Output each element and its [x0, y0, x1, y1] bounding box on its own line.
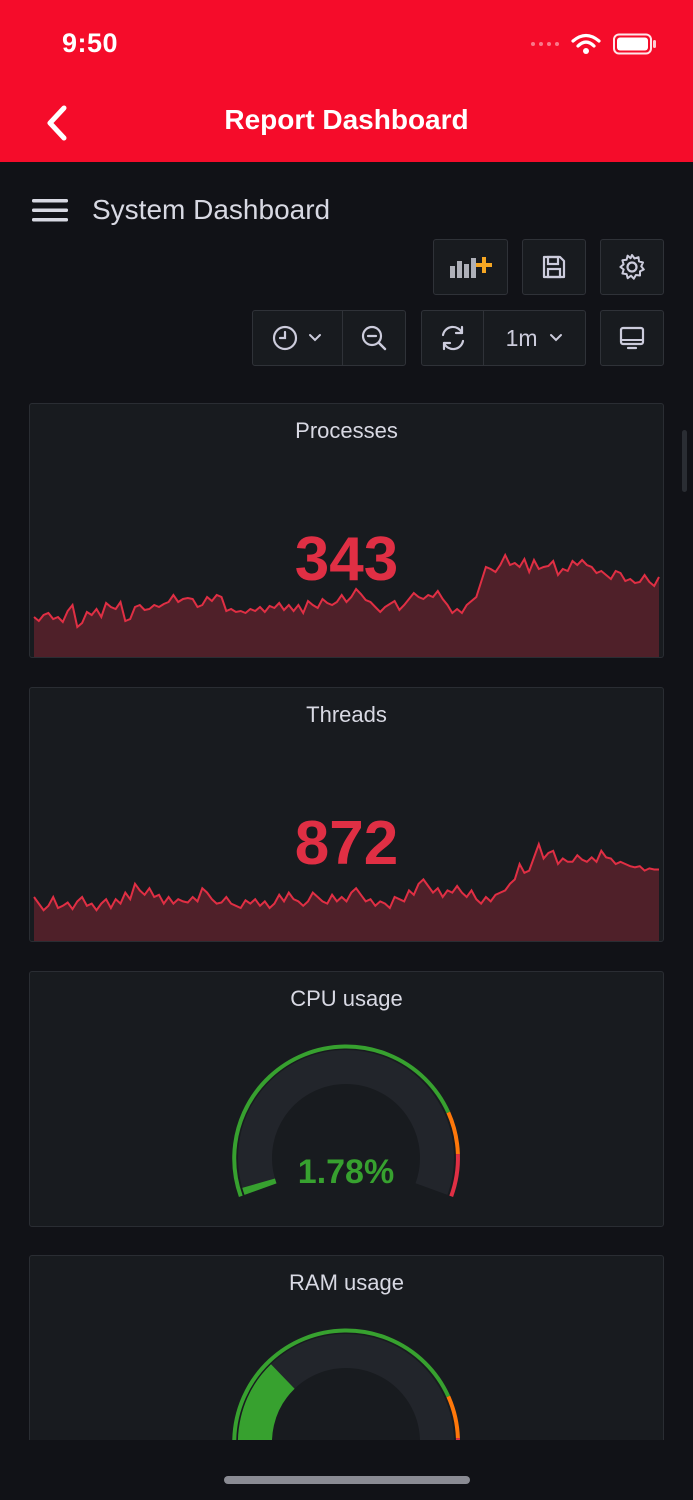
refresh-button[interactable] [422, 311, 483, 365]
add-panel-icon [449, 257, 492, 278]
time-range-group [252, 310, 406, 366]
stat-value: 872 [294, 809, 399, 878]
settings-button[interactable] [600, 239, 664, 295]
gear-icon [619, 254, 645, 280]
monitor-icon [619, 326, 645, 350]
tv-mode-button[interactable] [600, 310, 664, 366]
home-indicator[interactable] [224, 1476, 470, 1484]
status-time: 9:50 [62, 28, 119, 58]
panel-ram-usage[interactable]: RAM usage [29, 1255, 664, 1440]
save-button[interactable] [522, 239, 586, 295]
ram-gauge [232, 1328, 460, 1440]
hamburger-menu-icon[interactable] [32, 197, 68, 223]
cellular-icon [531, 42, 559, 46]
dashboard-title: System Dashboard [92, 194, 331, 225]
sparkline-area [34, 555, 659, 657]
cpu-gauge: 1.78% [232, 1044, 460, 1197]
refresh-icon [441, 325, 464, 351]
panel-title: RAM usage [289, 1270, 404, 1295]
zoom-out-icon [361, 325, 387, 351]
threads-sparkline [33, 841, 659, 941]
panel-title: CPU usage [290, 986, 403, 1011]
chevron-down-icon [549, 334, 562, 342]
status-icons [531, 30, 657, 58]
panel-threads[interactable]: Threads 872 [29, 687, 664, 942]
gauge-threshold-orange [446, 1111, 460, 1155]
gauge-value-arc [238, 1364, 296, 1440]
refresh-interval-label: 1m [505, 324, 538, 351]
scrollbar[interactable] [682, 430, 687, 492]
sparkline-line [33, 841, 659, 912]
gauge-threshold-red [455, 1438, 460, 1440]
sparkline-area [34, 844, 659, 941]
gauge-value-arc [242, 1178, 277, 1195]
panel-cpu-usage[interactable]: CPU usage 1.78% [29, 971, 664, 1227]
app-header: 9:50 Report Dashboard [0, 0, 693, 162]
stat-value: 343 [294, 525, 399, 594]
save-icon [542, 255, 566, 279]
gauge-threshold-green [232, 1044, 451, 1197]
gauge-threshold-green [232, 1328, 451, 1440]
dashboard-content: System Dashboard [0, 162, 693, 1440]
panel-title: Threads [306, 702, 387, 727]
panel-processes[interactable]: Processes 343 [29, 403, 664, 658]
battery-icon [613, 33, 656, 55]
dashboard-title-row: System Dashboard [32, 194, 330, 226]
wifi-icon [571, 33, 601, 54]
time-picker-button[interactable] [253, 311, 342, 365]
chevron-left-icon[interactable] [38, 100, 78, 146]
panel-title: Processes [295, 418, 398, 443]
add-panel-button[interactable] [433, 239, 508, 295]
clock-icon [273, 325, 298, 351]
gauge-threshold-orange [446, 1395, 460, 1439]
processes-sparkline [33, 552, 660, 657]
gauge-threshold-red [449, 1154, 460, 1197]
zoom-out-button[interactable] [341, 311, 405, 365]
chevron-down-icon [309, 334, 322, 342]
sparkline-line [33, 552, 660, 629]
gauge-value: 1.78% [298, 1153, 394, 1191]
home-indicator-area [0, 1440, 693, 1500]
nav-title: Report Dashboard [224, 104, 469, 135]
refresh-group: 1m [421, 310, 586, 366]
refresh-interval-picker[interactable]: 1m [483, 311, 585, 365]
gauge-track [238, 1049, 454, 1195]
